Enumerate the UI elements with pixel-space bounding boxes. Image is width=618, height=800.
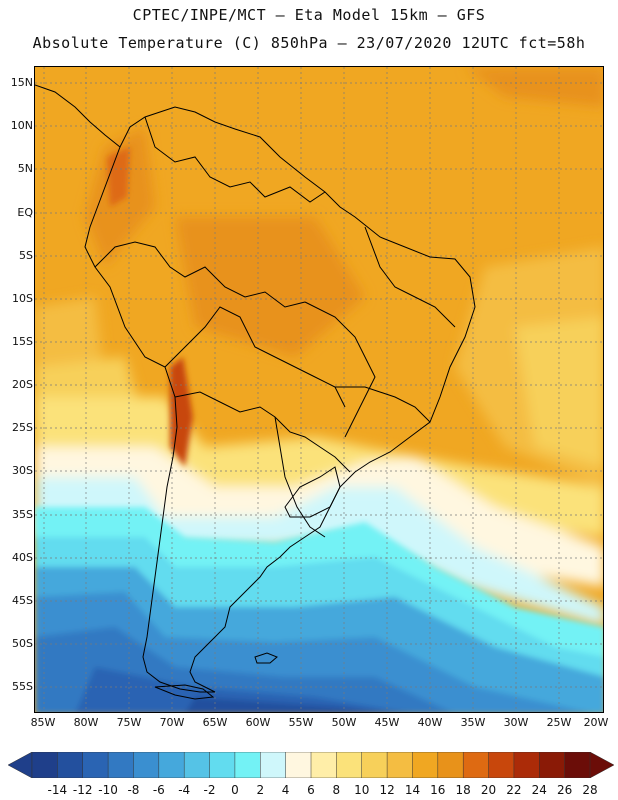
colorbar-label: -8 — [127, 783, 140, 797]
colorbar-label: -14 — [47, 783, 68, 797]
colorbar-swatch — [183, 752, 211, 778]
colorbar-label: 6 — [307, 783, 315, 797]
colorbar-swatch — [386, 752, 414, 778]
colorbar-swatch — [539, 752, 566, 778]
colorbar-label: -6 — [152, 783, 165, 797]
colorbar-min-arrow — [8, 752, 33, 778]
colorbar-swatch — [488, 752, 515, 778]
colorbar-max-arrow — [589, 752, 614, 778]
lat-label: 10S — [12, 292, 33, 305]
colorbar-swatch — [361, 752, 388, 778]
colorbar-label: 2 — [256, 783, 265, 797]
lat-label: 5S — [19, 249, 33, 262]
lat-label: 50S — [12, 637, 33, 650]
colorbar-swatch — [158, 752, 185, 778]
lat-label: 55S — [12, 680, 33, 693]
colorbar-label: 24 — [531, 783, 547, 797]
colorbar-label: 4 — [281, 783, 290, 797]
lat-label: 15N — [10, 76, 33, 89]
lat-label: 45S — [12, 594, 33, 607]
colorbar-swatch — [564, 752, 591, 778]
colorbar-swatch — [285, 752, 312, 778]
lon-label: 70W — [159, 716, 185, 729]
lon-label: 25W — [546, 716, 572, 729]
lon-label: 60W — [245, 716, 271, 729]
colorbar-swatch — [133, 752, 160, 778]
lat-label: 15S — [12, 335, 33, 348]
lon-label: 55W — [288, 716, 314, 729]
colorbar-swatch — [336, 752, 363, 778]
colorbar-label: 14 — [404, 783, 421, 797]
map-title-line-1: CPTEC/INPE/MCT – Eta Model 15km – GFS — [132, 6, 486, 24]
colorbar-label: -12 — [72, 783, 93, 797]
lat-label: 20S — [12, 378, 33, 391]
colorbar-label: 28 — [582, 783, 598, 797]
lon-label: 35W — [460, 716, 486, 729]
lon-label: 20W — [583, 716, 609, 729]
colorbar-label: 10 — [354, 783, 370, 797]
colorbar — [8, 752, 614, 778]
lat-label: 40S — [12, 551, 33, 564]
colorbar-label: 18 — [455, 783, 471, 797]
colorbar-swatch — [462, 752, 490, 778]
lat-label: EQ — [17, 206, 33, 219]
lon-label: 50W — [331, 716, 357, 729]
colorbar-label: 20 — [480, 783, 497, 797]
colorbar-label: 8 — [332, 783, 341, 797]
lon-label: 30W — [503, 716, 529, 729]
colorbar-swatch — [513, 752, 541, 778]
colorbar-label: -2 — [203, 783, 216, 797]
colorbar-swatch — [107, 752, 135, 778]
colorbar-label: 0 — [231, 783, 239, 797]
lon-label: 80W — [73, 716, 99, 729]
lon-label: 65W — [202, 716, 228, 729]
colorbar-swatch — [57, 752, 84, 778]
colorbar-label: 26 — [556, 783, 573, 797]
lat-label: 35S — [12, 508, 33, 521]
lon-label: 45W — [374, 716, 400, 729]
lat-label: 5N — [17, 162, 33, 175]
colorbar-swatch — [209, 752, 236, 778]
colorbar-label: 22 — [506, 783, 522, 797]
colorbar-swatch — [31, 752, 59, 778]
temperature-field — [35, 67, 603, 712]
colorbar-swatch — [260, 752, 287, 778]
lat-label: 30S — [12, 464, 33, 477]
colorbar-swatch — [82, 752, 109, 778]
colorbar-label: 16 — [430, 783, 446, 797]
map-title-line-2: Absolute Temperature (C) 850hPa – 23/07/… — [32, 34, 586, 52]
lat-label: 10N — [10, 119, 33, 132]
coastline — [35, 84, 476, 700]
lon-label: 85W — [30, 716, 56, 729]
colorbar-swatch — [310, 752, 338, 778]
lat-label: 25S — [12, 421, 33, 434]
temperature-map — [34, 66, 604, 713]
colorbar-label: -4 — [178, 783, 191, 797]
colorbar-label: -10 — [98, 783, 118, 797]
colorbar-swatch — [234, 752, 262, 778]
colorbar-swatch — [437, 752, 464, 778]
lon-label: 40W — [417, 716, 443, 729]
lon-label: 75W — [116, 716, 142, 729]
colorbar-label: 12 — [379, 783, 395, 797]
colorbar-swatch — [412, 752, 439, 778]
